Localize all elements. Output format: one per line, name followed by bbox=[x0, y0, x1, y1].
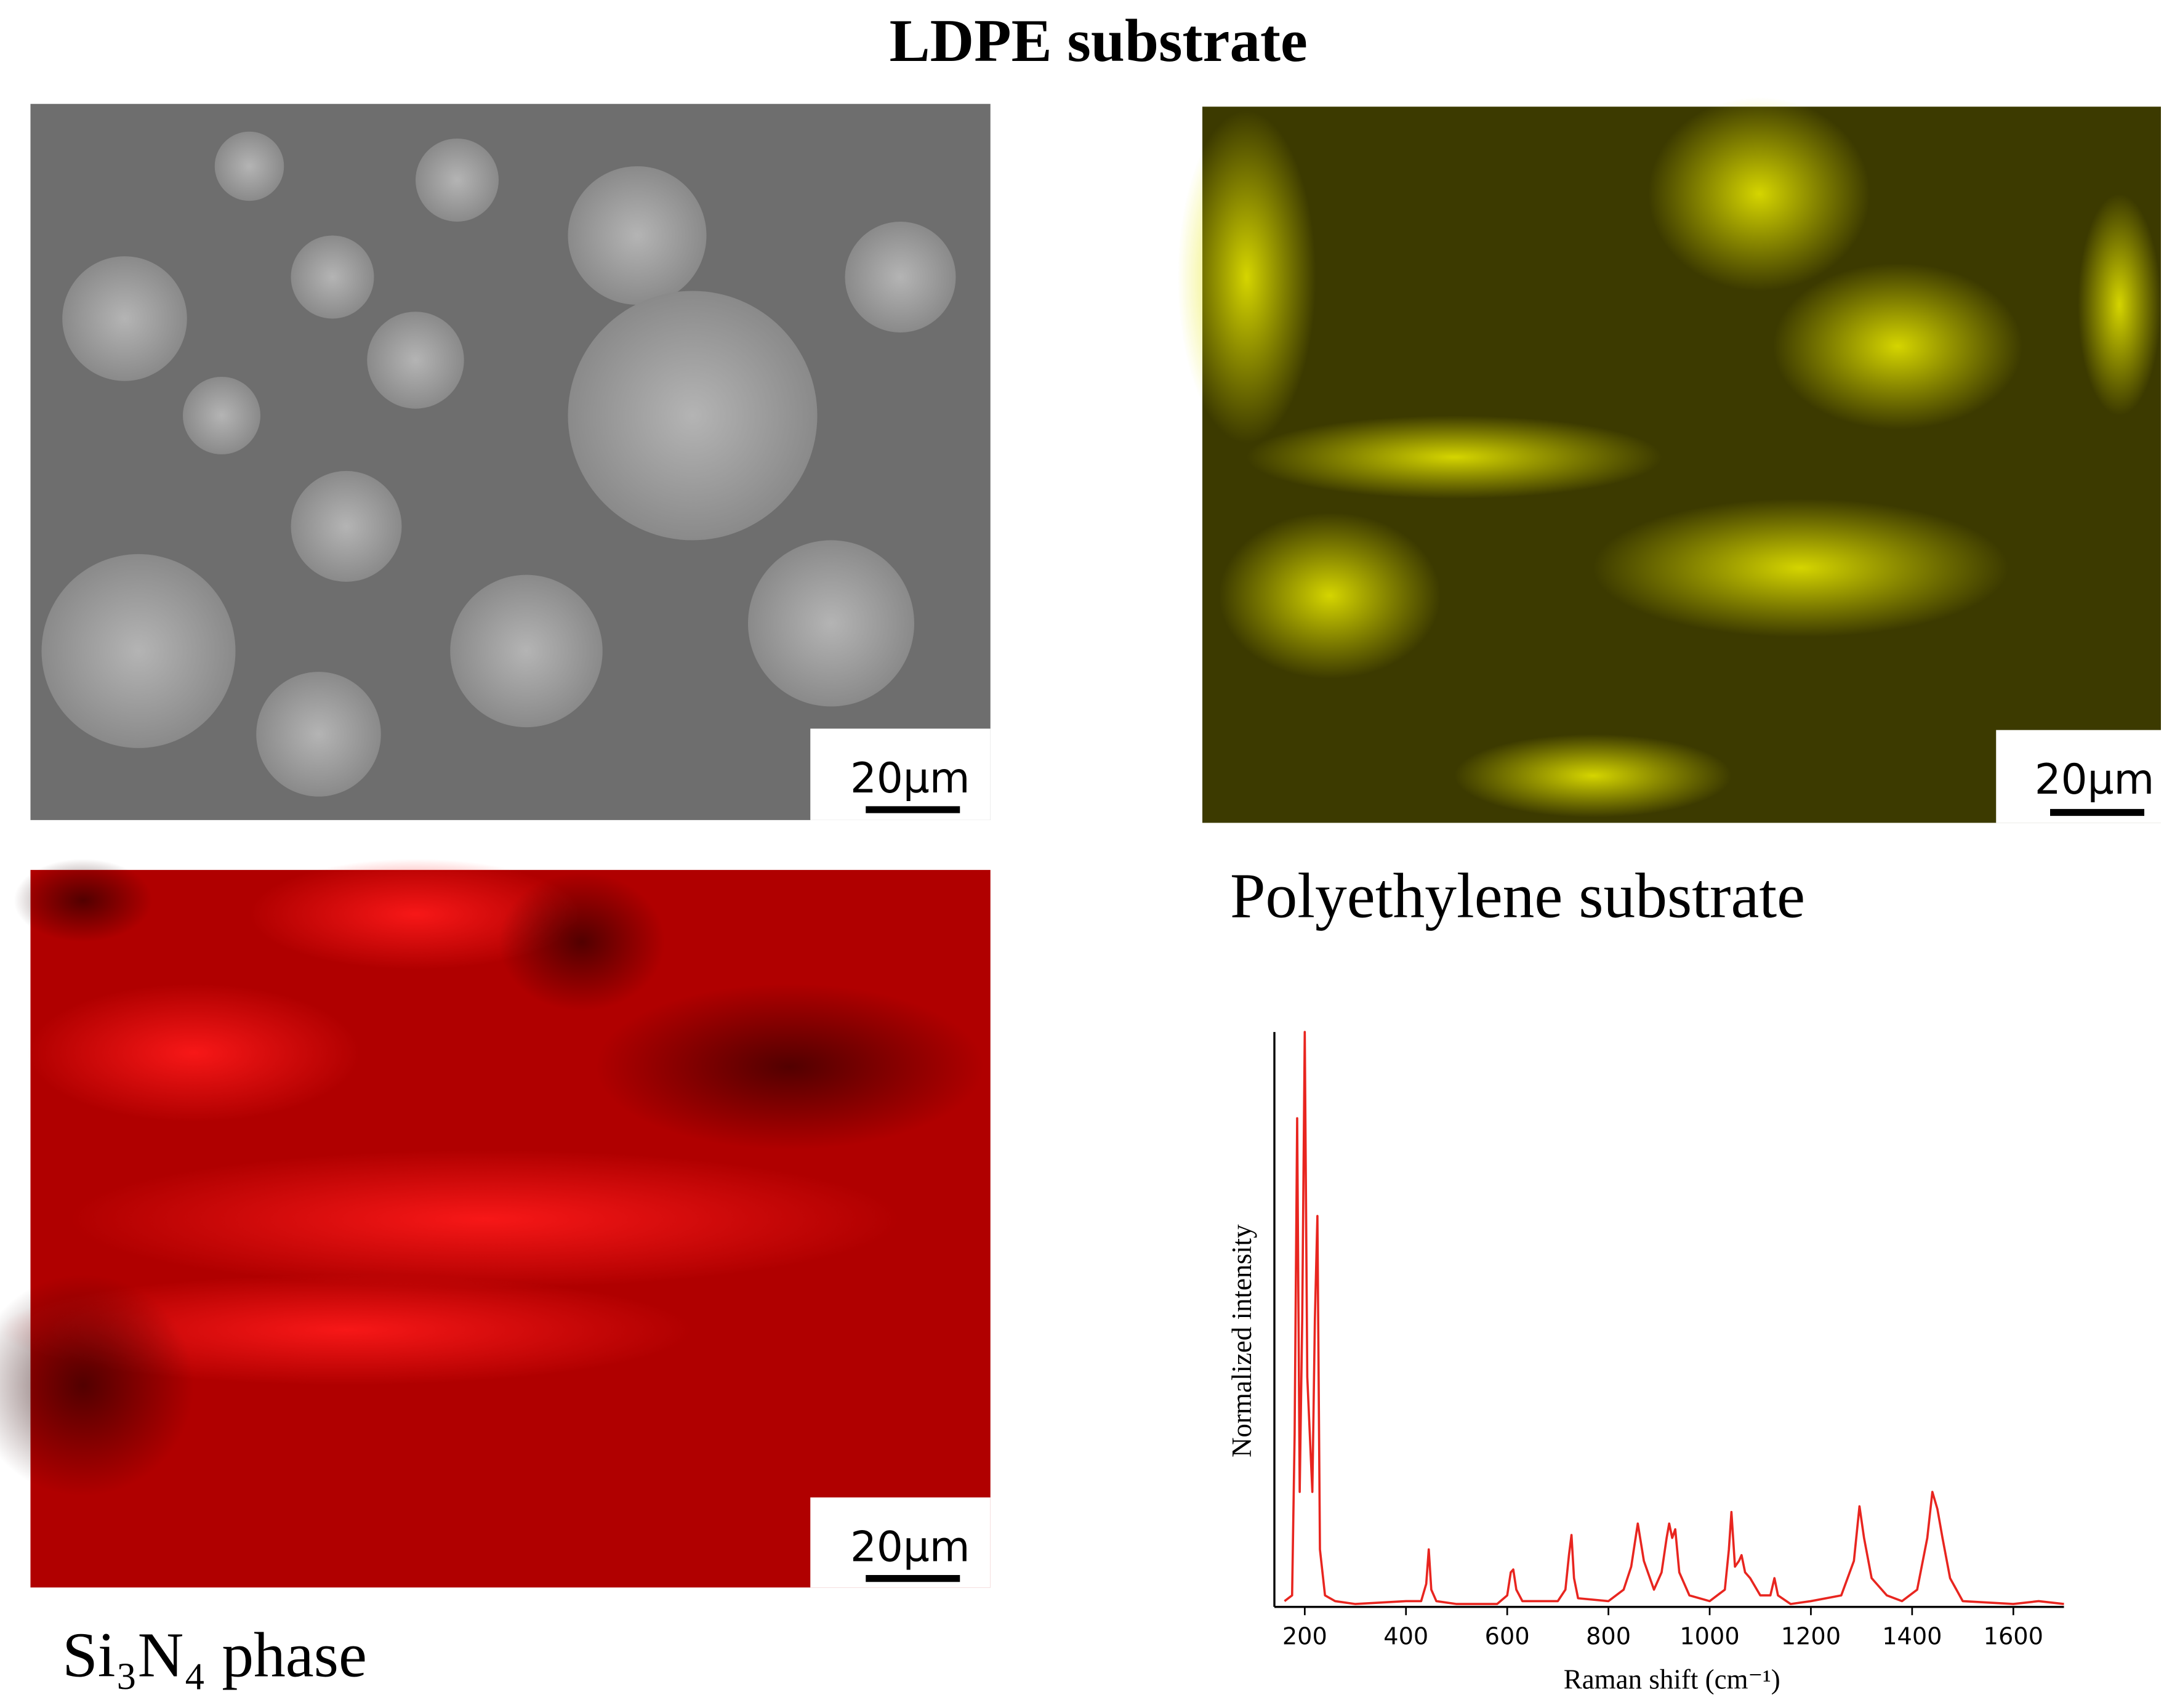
panel-label: Polyethylene substrate bbox=[1230, 861, 1805, 931]
scale-bar-label: 20µm bbox=[2035, 755, 2155, 804]
y-axis-label: Normalized intensity bbox=[1226, 1224, 1257, 1457]
x-tick-label: 800 bbox=[1586, 1624, 1631, 1651]
x-axis-label: Raman shift (cm⁻¹) bbox=[1564, 1664, 1780, 1695]
scale-bar bbox=[866, 806, 960, 813]
scale-bar-box bbox=[810, 728, 991, 820]
si3n4-map bbox=[0, 858, 991, 1588]
sem-image bbox=[30, 103, 991, 820]
scale-bar-box bbox=[1996, 730, 2172, 823]
x-tick-label: 1400 bbox=[1882, 1624, 1942, 1651]
x-tick-label: 600 bbox=[1485, 1624, 1530, 1651]
x-tick-label: 200 bbox=[1282, 1624, 1327, 1651]
scale-bar-box bbox=[810, 1497, 991, 1588]
x-tick-label: 400 bbox=[1383, 1624, 1428, 1651]
panel-label: Si₃N₄ phase bbox=[62, 1620, 367, 1690]
figure-title: LDPE substrate bbox=[890, 7, 1308, 75]
scale-bar bbox=[2050, 808, 2144, 816]
spectrum-line bbox=[1284, 1031, 2064, 1605]
x-tick-label: 1200 bbox=[1781, 1624, 1841, 1651]
scale-bar bbox=[866, 1575, 960, 1582]
scale-bar-label: 20µm bbox=[850, 1523, 970, 1571]
polyethylene-map bbox=[1177, 97, 2161, 823]
x-tick-label: 1600 bbox=[1984, 1624, 2043, 1651]
scale-bar-label: 20µm bbox=[850, 754, 970, 802]
x-tick-label: 1000 bbox=[1679, 1624, 1739, 1651]
